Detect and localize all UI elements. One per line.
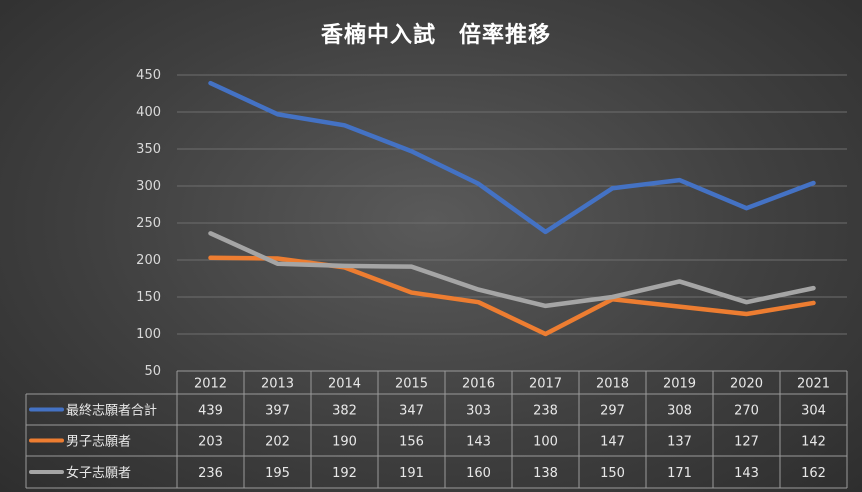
data-table: 2012 2013 2014 2015 2016 2017 2018 2019 2020 2021…: [25, 370, 848, 489]
y-tick-label: 200: [136, 253, 161, 268]
data-label: 190: [332, 435, 357, 450]
data-label: 147: [600, 435, 625, 450]
data-label: 238: [533, 404, 558, 419]
x-tick-label: 2021: [797, 377, 830, 392]
data-label: 142: [801, 435, 826, 450]
data-label: 127: [734, 435, 759, 450]
chart-title: 香楠中入試 倍率推移: [321, 22, 551, 48]
y-tick-label: 300: [136, 179, 161, 194]
data-label: 397: [265, 404, 290, 419]
x-tick-label: 2016: [462, 377, 495, 392]
data-label: 382: [332, 404, 357, 419]
data-label: 150: [600, 466, 625, 481]
data-label: 297: [600, 404, 625, 419]
x-tick-label: 2017: [529, 377, 562, 392]
data-label: 137: [667, 435, 692, 450]
x-tick-label: 2014: [328, 377, 361, 392]
legend-label: 女子志願者: [66, 465, 131, 481]
y-tick-label: 350: [136, 142, 161, 157]
y-tick-label: 250: [136, 216, 161, 231]
legend-label: 男子志願者: [66, 435, 131, 450]
data-label: 347: [399, 404, 424, 419]
series-lines: [208, 80, 816, 337]
data-label: 439: [198, 404, 223, 419]
data-label: 303: [466, 404, 491, 419]
data-label: 143: [734, 466, 759, 481]
data-label: 195: [265, 466, 290, 481]
data-label: 156: [399, 435, 424, 450]
data-label: 138: [533, 466, 558, 481]
data-label: 202: [265, 435, 290, 450]
data-label: 191: [399, 466, 424, 481]
series-line: [208, 80, 816, 235]
series-line: [208, 231, 816, 309]
y-tick-label: 50: [144, 364, 161, 379]
data-label: 203: [198, 435, 223, 450]
data-label: 308: [667, 404, 692, 419]
x-tick-label: 2019: [663, 377, 696, 392]
x-tick-label: 2020: [730, 377, 763, 392]
y-tick-label: 100: [136, 327, 161, 342]
data-label: 304: [801, 404, 826, 419]
data-label: 160: [466, 466, 491, 481]
data-label: 143: [466, 435, 491, 450]
y-tick-label: 400: [136, 105, 161, 120]
data-label: 171: [667, 466, 692, 481]
data-label: 192: [332, 466, 357, 481]
data-label: 162: [801, 466, 826, 481]
y-tick-label: 150: [136, 290, 161, 305]
x-tick-label: 2018: [596, 377, 629, 392]
x-tick-label: 2013: [261, 377, 294, 392]
data-label: 100: [533, 435, 558, 450]
x-tick-label: 2012: [194, 377, 227, 392]
data-label: 270: [734, 404, 759, 419]
y-axis-ticks: 50 100 150 200 250 300 350 400 450: [136, 68, 161, 379]
data-label: 236: [198, 466, 223, 481]
legend-label: 最終志願者合計: [66, 403, 157, 419]
y-tick-label: 450: [136, 68, 161, 83]
x-tick-label: 2015: [395, 377, 428, 392]
